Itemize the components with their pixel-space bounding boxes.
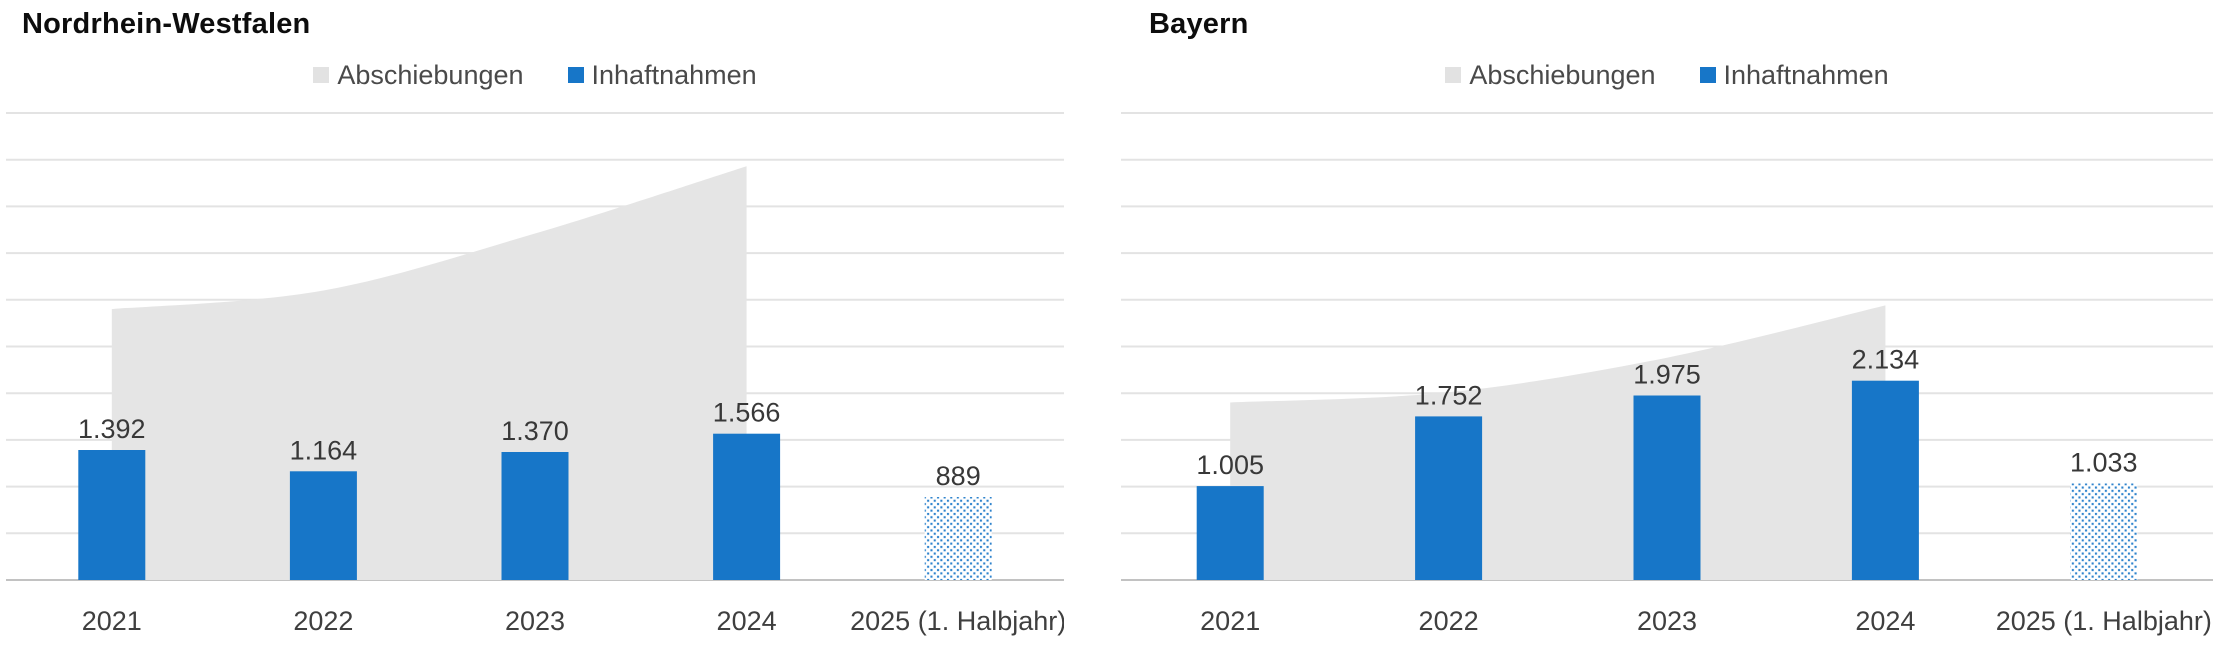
chart-title: Bayern bbox=[1149, 8, 1249, 40]
legend-item-abschiebungen: Abschiebungen bbox=[1445, 60, 1656, 90]
chart-nordrhein-westfalen: Nordrhein-Westfalen Abschiebungen Inhaft… bbox=[6, 0, 1064, 657]
legend-label-inhaftnahmen: Inhaftnahmen bbox=[1723, 60, 1889, 90]
x-tick-label-2025 (1. Halbjahr): 2025 (1. Halbjahr) bbox=[1996, 606, 2212, 636]
bar-value-label: 2.134 bbox=[1852, 345, 1920, 375]
x-tick-label-2024: 2024 bbox=[717, 606, 777, 636]
chart-title: Nordrhein-Westfalen bbox=[22, 8, 311, 40]
bar-2025 (1. Halbjahr) bbox=[924, 497, 992, 580]
plot-area: 1.005 1.752 1.975 2.134 1.033 2021 2022 2023 202… bbox=[1121, 112, 2213, 636]
x-tick-label-2022: 2022 bbox=[293, 606, 353, 636]
x-tick-label-2021: 2021 bbox=[82, 606, 142, 636]
bar-value-label: 1.752 bbox=[1415, 380, 1483, 410]
legend-swatch-bar bbox=[567, 67, 584, 83]
area-abschiebungen bbox=[1230, 305, 1886, 580]
bar-2025 (1. Halbjahr) bbox=[2070, 483, 2138, 580]
bar-value-label: 1.566 bbox=[713, 398, 781, 428]
bar-2021 bbox=[1196, 486, 1264, 580]
legend-label-abschiebungen: Abschiebungen bbox=[337, 60, 524, 90]
legend-swatch-area bbox=[1445, 67, 1462, 83]
x-tick-label-2024: 2024 bbox=[1855, 606, 1915, 636]
legend: Abschiebungen Inhaftnahmen bbox=[1121, 60, 2213, 90]
bar-value-label: 1.164 bbox=[290, 435, 358, 465]
bar-value-label: 1.370 bbox=[501, 416, 569, 446]
bar-2022 bbox=[289, 471, 357, 580]
legend-item-inhaftnahmen: Inhaftnahmen bbox=[567, 60, 757, 90]
plot-area: 1.392 1.164 1.370 1.566 889 2021 2022 2023 2024 2… bbox=[6, 112, 1064, 636]
x-tick-label-2021: 2021 bbox=[1200, 606, 1260, 636]
bar-2022 bbox=[1415, 416, 1483, 580]
x-tick-label-2023: 2023 bbox=[1637, 606, 1697, 636]
legend-item-inhaftnahmen: Inhaftnahmen bbox=[1699, 60, 1889, 90]
bar-2023 bbox=[501, 452, 569, 580]
bar-value-label: 1.392 bbox=[78, 414, 146, 444]
x-tick-label-2023: 2023 bbox=[505, 606, 565, 636]
bar-value-label: 1.975 bbox=[1633, 360, 1701, 390]
legend-swatch-area bbox=[313, 67, 330, 83]
legend-swatch-bar bbox=[1699, 67, 1716, 83]
bar-value-label: 1.005 bbox=[1196, 450, 1264, 480]
legend-item-abschiebungen: Abschiebungen bbox=[313, 60, 524, 90]
legend: Abschiebungen Inhaftnahmen bbox=[6, 60, 1064, 90]
legend-label-abschiebungen: Abschiebungen bbox=[1469, 60, 1656, 90]
x-tick-label-2022: 2022 bbox=[1419, 606, 1479, 636]
bar-2023 bbox=[1633, 395, 1701, 580]
area-abschiebungen bbox=[111, 166, 747, 580]
bar-value-label: 1.033 bbox=[2070, 448, 2138, 478]
legend-label-inhaftnahmen: Inhaftnahmen bbox=[591, 60, 757, 90]
bar-2024 bbox=[1851, 380, 1919, 580]
bar-value-label: 889 bbox=[936, 461, 981, 491]
bar-2024 bbox=[713, 433, 781, 580]
bar-2021 bbox=[78, 450, 146, 580]
x-tick-label-2025 (1. Halbjahr): 2025 (1. Halbjahr) bbox=[850, 606, 1064, 636]
chart-bayern: Bayern Abschiebungen Inhaftnahmen 1.005 1… bbox=[1121, 0, 2213, 657]
